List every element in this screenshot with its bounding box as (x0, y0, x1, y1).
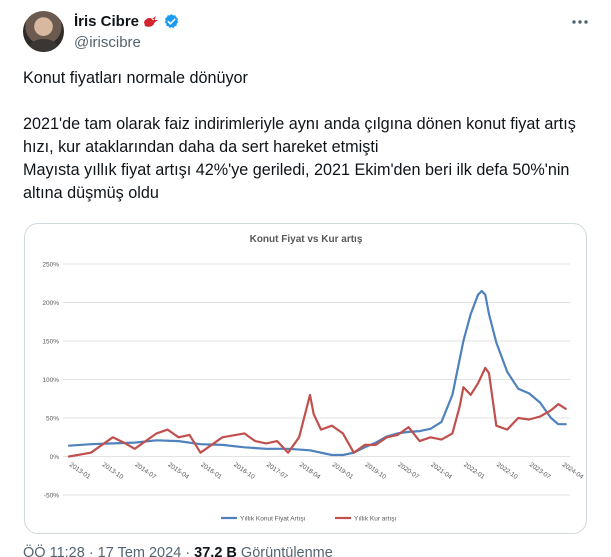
x-tick-label: 2013-10 (101, 461, 125, 481)
y-tick-label: 50% (46, 416, 59, 423)
red-bird-icon (143, 15, 159, 29)
x-tick-label: 2022-01 (462, 461, 486, 481)
series-line-fx (67, 366, 567, 458)
chart-image[interactable]: Konut Fiyat vs Kur artış -50% 0% 50% 100% 15… (24, 223, 587, 534)
chart-svg: Konut Fiyat vs Kur artış -50% 0% 50% 100% 15… (42, 234, 585, 522)
tweet-text: Konut fiyatları normale dönüyor 2021'de … (23, 69, 576, 202)
x-tick-label: 2019-01 (331, 461, 355, 481)
y-tick-label: 150% (42, 339, 59, 346)
x-tick-label: 2017-07 (265, 461, 289, 481)
x-tick-label: 2016-01 (199, 461, 223, 481)
avatar[interactable] (23, 11, 64, 52)
y-tick-label: 200% (42, 300, 59, 307)
y-tick-label: 0% (50, 454, 60, 461)
x-tick-label: 2022-10 (495, 461, 519, 481)
x-tick-label: 2024-04 (561, 461, 585, 481)
x-tick-label: 2018-04 (298, 461, 322, 481)
x-tick-label: 2020-07 (397, 461, 421, 481)
more-button[interactable] (566, 10, 594, 34)
x-tick-label: 2019-10 (364, 461, 388, 481)
y-tick-label: 250% (42, 262, 59, 269)
legend-label: Yıllık Konut Fiyat Artışı (240, 515, 306, 522)
chart-title: Konut Fiyat vs Kur artış (250, 234, 363, 245)
x-tick-label: 2013-01 (68, 461, 92, 481)
view-count: 37,2 B (194, 545, 237, 557)
author-handle[interactable]: @iriscibre (74, 34, 141, 51)
series-line-housing (67, 289, 567, 457)
x-tick-label: 2023-07 (528, 461, 552, 481)
author-name-row: İris Cibre (74, 13, 180, 30)
verified-badge-icon (163, 13, 180, 30)
display-name[interactable]: İris Cibre (74, 13, 140, 30)
view-count-label: Görüntülenme (240, 545, 333, 557)
y-tick-label: -50% (44, 493, 59, 500)
legend-label: Yıllık Kur artışı (354, 515, 396, 522)
x-tick-label: 2016-10 (232, 461, 256, 481)
x-tick-label: 2021-04 (429, 461, 453, 481)
x-tick-label: 2015-04 (166, 461, 190, 481)
tweet-timestamp[interactable]: ÖÖ 11:28 · 17 Tem 2024 · (23, 545, 191, 557)
tweet-footer: ÖÖ 11:28 · 17 Tem 2024 · 37,2 B Görüntül… (23, 545, 333, 557)
y-tick-label: 100% (42, 377, 59, 384)
more-dots-icon (572, 20, 588, 24)
x-tick-label: 2014-07 (134, 461, 158, 481)
